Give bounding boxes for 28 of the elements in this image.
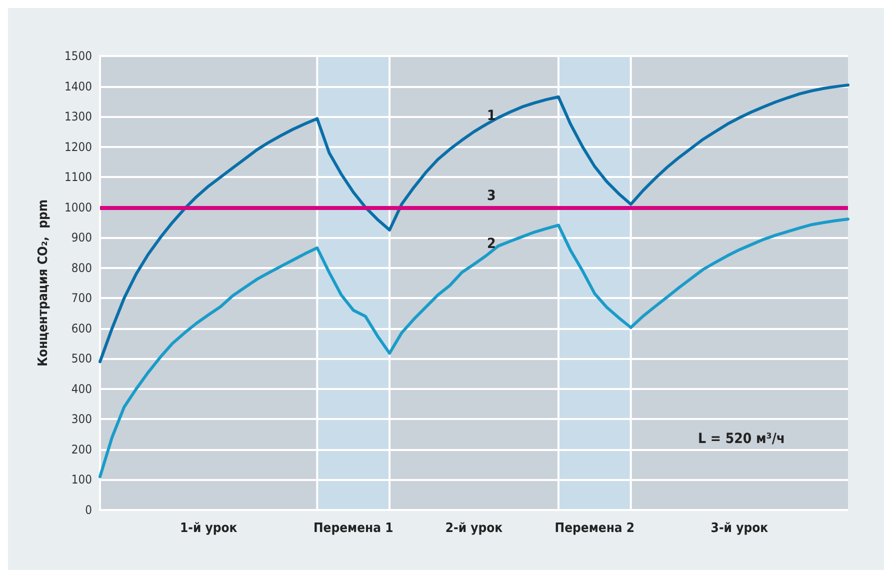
y-tick-label: 1100	[64, 170, 92, 184]
line-series	[98, 84, 850, 364]
y-tick-label: 600	[71, 321, 92, 336]
y-tick-label: 500	[71, 352, 92, 366]
y-tick-label: 200	[71, 442, 92, 456]
y-tick-label: 1200	[64, 140, 92, 154]
x-tick-label: 3-й урок	[710, 521, 768, 536]
x-tick-label: 2-й урок	[445, 521, 503, 536]
line-series	[98, 218, 850, 478]
y-tick-label: 700	[71, 291, 92, 306]
y-tick-label: 1400	[64, 79, 92, 94]
y-tick-label: 1300	[64, 110, 92, 124]
y-tick-label: 1000	[64, 200, 92, 214]
y-tick-label: 1500	[64, 49, 92, 63]
y-tick-label: 100	[71, 472, 92, 487]
y-axis-title: Концентрация CO₂, ppm	[36, 199, 51, 367]
annotation: 3	[487, 188, 496, 204]
annotation: L = 520 м³/ч	[698, 431, 786, 447]
annotation: 1	[487, 108, 496, 124]
x-tick-label: Перемена 1	[314, 521, 394, 536]
y-tick-label: 900	[71, 230, 92, 245]
y-tick-label: 800	[71, 260, 92, 275]
y-tick-label: 400	[71, 382, 92, 396]
x-tick-label: 1-й урок	[180, 521, 238, 536]
y-tick-label: 0	[85, 503, 92, 517]
annotation: 2	[487, 236, 496, 252]
y-tick-label: 300	[71, 412, 92, 426]
x-tick-label: Перемена 2	[554, 521, 634, 536]
